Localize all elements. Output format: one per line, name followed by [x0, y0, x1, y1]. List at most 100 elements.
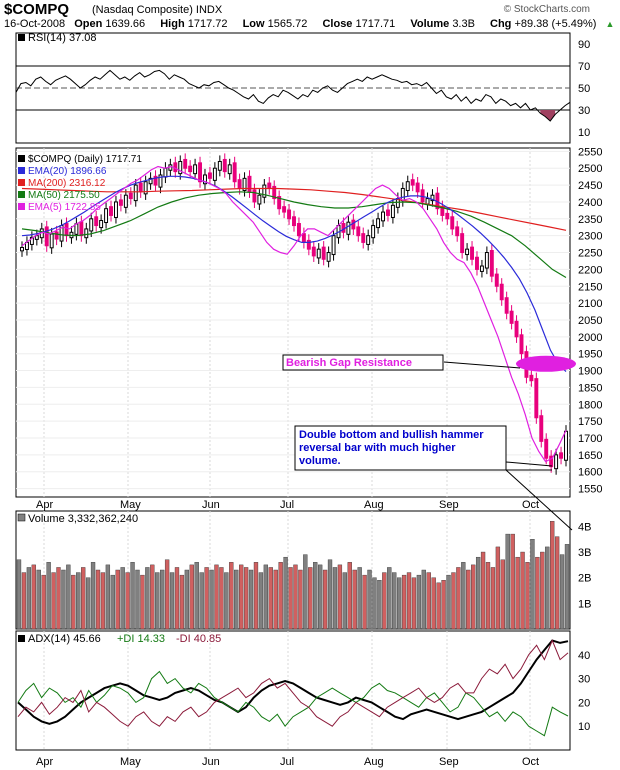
- low-value: 1565.72: [267, 18, 308, 30]
- candle-body: [153, 175, 158, 186]
- volume-bar: [451, 572, 456, 630]
- candle-body: [381, 211, 385, 222]
- volume-bar: [426, 572, 431, 630]
- candle-body: [311, 246, 316, 257]
- candle-body: [118, 199, 123, 206]
- candle-body: [544, 438, 549, 459]
- candle-body: [232, 162, 237, 183]
- volume-bar: [411, 577, 417, 630]
- volume-bar: [130, 562, 135, 630]
- candle-body: [217, 160, 222, 171]
- volume-bar: [515, 556, 520, 630]
- quote-line: 16-Oct-2008 Open 1639.66 High 1717.72 Lo…: [4, 18, 620, 30]
- volume-bar: [554, 536, 560, 630]
- adx-line-di: [17, 639, 569, 727]
- volume-bar: [525, 562, 530, 630]
- volume-bar: [150, 564, 155, 630]
- chart-source: © StockCharts.com: [503, 4, 590, 15]
- price-tick-label: 2450: [578, 180, 602, 192]
- candle-body: [479, 265, 484, 272]
- price-tick-label: 1900: [578, 366, 602, 378]
- price-legend-swatch: [18, 179, 25, 186]
- volume-bar: [342, 572, 347, 630]
- volume-bar: [51, 572, 56, 630]
- volume-tick-label: 4B: [578, 521, 591, 533]
- volume-bar: [416, 574, 422, 630]
- volume-bar: [224, 572, 229, 630]
- candle-body: [104, 208, 109, 224]
- candle-body: [242, 177, 247, 191]
- candle-body: [282, 206, 287, 213]
- candle-body: [207, 172, 212, 179]
- price-tick-label: 1700: [578, 433, 602, 445]
- rsi-tick-label: 90: [578, 39, 590, 51]
- candle-body: [277, 196, 282, 210]
- candle-body: [430, 194, 435, 202]
- price-tick-label: 2200: [578, 264, 602, 276]
- gap-resistance-label: Bearish Gap Resistance: [286, 357, 412, 369]
- rsi-oversold-fill: [540, 110, 556, 121]
- volume-bar: [540, 551, 545, 630]
- volume-bar: [495, 546, 501, 630]
- volume-bar: [56, 567, 61, 630]
- adx-legend-adx: ADX(14) 45.66: [28, 633, 101, 645]
- adx-tick-label: 40: [578, 650, 590, 662]
- volume-bar: [169, 572, 175, 630]
- candle-body: [158, 174, 163, 188]
- volume-bar: [76, 572, 81, 630]
- volume-bar: [392, 572, 397, 630]
- candle-body: [529, 374, 534, 382]
- price-legend-item: $COMPQ (Daily) 1717.71: [28, 154, 142, 165]
- chg-value: +89.38 (+5.49%): [514, 18, 597, 30]
- open-label: Open: [74, 18, 103, 30]
- candle-body: [183, 158, 188, 169]
- candle-body: [267, 182, 272, 189]
- price-tick-label: 2050: [578, 315, 602, 327]
- volume-bar: [209, 569, 214, 630]
- volume-bar: [387, 567, 392, 630]
- double-bottom-arrow: [505, 461, 553, 467]
- volume-label: Volume: [410, 18, 450, 30]
- rsi-tick-label: 70: [578, 61, 590, 73]
- volume-bar: [219, 567, 224, 630]
- candle-body: [539, 415, 544, 442]
- candle-body: [499, 283, 504, 301]
- candle-body: [445, 212, 450, 220]
- volume-value: 3.3B: [452, 18, 475, 30]
- volume-bar: [475, 556, 481, 630]
- price-legend-swatch: [18, 203, 25, 210]
- ma-line-ma50: [21, 191, 567, 279]
- volume-bar: [71, 574, 76, 630]
- volume-bar: [485, 562, 491, 630]
- chg-up-arrow-icon: ▲: [605, 19, 615, 29]
- candle-body: [376, 218, 381, 229]
- volume-bar: [41, 574, 46, 630]
- volume-bar: [327, 559, 333, 630]
- ma-line-ema5: [21, 165, 567, 463]
- candle-body: [405, 181, 410, 191]
- panel-frame-vol: [15, 510, 571, 630]
- candle-body: [465, 248, 470, 256]
- rsi-tick-label: 30: [578, 105, 590, 117]
- volume-bar: [550, 521, 555, 630]
- candle-body: [163, 167, 168, 178]
- candle-body: [133, 184, 138, 202]
- candle-body: [262, 184, 267, 198]
- candle-body: [385, 209, 390, 216]
- candle-body: [74, 223, 79, 235]
- high-value: 1717.72: [187, 18, 228, 30]
- volume-bar: [155, 572, 160, 630]
- adx-month-label: Sep: [439, 756, 459, 768]
- candle-body: [410, 179, 415, 186]
- candle-body: [564, 430, 568, 461]
- candle-body: [371, 225, 376, 239]
- adx-line-di: [17, 670, 569, 737]
- volume-bar: [490, 567, 496, 630]
- adx-month-label: Apr: [36, 756, 53, 768]
- volume-bar: [16, 559, 22, 630]
- price-tick-label: 2250: [578, 248, 602, 260]
- volume-bar: [308, 567, 313, 630]
- price-tick-label: 2000: [578, 332, 602, 344]
- volume-bar: [95, 569, 101, 630]
